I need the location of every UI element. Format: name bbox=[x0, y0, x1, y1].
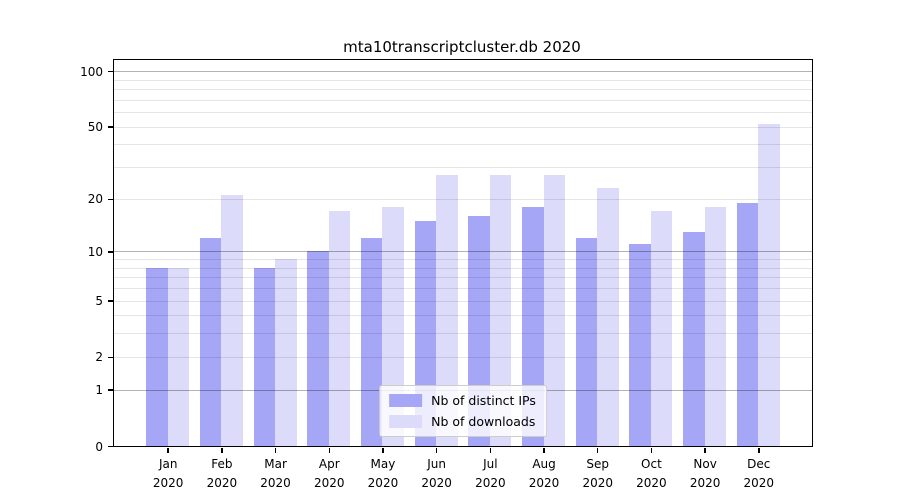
gridline-6 bbox=[114, 287, 812, 289]
bar-downloads-jan bbox=[167, 267, 190, 446]
y-tick-label-100: 100 bbox=[80, 64, 103, 79]
y-tick-mark-50 bbox=[108, 126, 113, 128]
chart-title: mta10transcriptcluster.db 2020 bbox=[343, 38, 581, 56]
gridline-9 bbox=[114, 259, 812, 261]
bar-downloads-jul bbox=[489, 175, 512, 446]
bar-distinct-ips-nov bbox=[683, 231, 705, 446]
y-tick-mark-10 bbox=[108, 251, 113, 253]
gridline-60 bbox=[114, 112, 812, 114]
x-tick-mark-sep bbox=[596, 448, 599, 453]
y-tick-mark-0 bbox=[108, 445, 113, 448]
gridline-4 bbox=[114, 315, 812, 317]
y-tick-label-20: 20 bbox=[87, 192, 103, 207]
y-tick-label-0: 0 bbox=[95, 439, 103, 454]
x-tick-label-jan: Jan 2020 bbox=[152, 457, 184, 490]
gridline-8 bbox=[114, 267, 812, 269]
x-tick-label-jul: Jul 2020 bbox=[475, 457, 506, 490]
x-tick-label-may: May 2020 bbox=[367, 457, 399, 490]
bar-downloads-nov bbox=[704, 206, 727, 446]
bar-distinct-ips-apr bbox=[307, 251, 329, 446]
y-tick-mark-1 bbox=[108, 389, 113, 391]
y-tick-label-50: 50 bbox=[87, 120, 103, 135]
bar-distinct-ips-dec bbox=[736, 202, 759, 446]
legend-swatch-distinct-ips bbox=[389, 394, 423, 407]
bar-downloads-aug bbox=[543, 175, 565, 446]
bar-downloads-apr bbox=[328, 211, 351, 446]
x-tick-mark-oct bbox=[650, 448, 653, 453]
bar-downloads-dec bbox=[758, 123, 780, 446]
y-tick-label-1: 1 bbox=[95, 383, 103, 398]
bar-downloads-jun bbox=[436, 175, 458, 446]
x-tick-mark-dec bbox=[758, 448, 760, 453]
gridline-3 bbox=[114, 333, 812, 335]
y-tick-mark-100 bbox=[108, 70, 113, 73]
y-tick-mark-5 bbox=[108, 300, 113, 302]
legend-label-downloads: Nb of downloads bbox=[431, 414, 536, 429]
x-tick-mark-feb bbox=[221, 448, 223, 453]
plot-area: Nb of distinct IPs Nb of downloads bbox=[113, 59, 813, 447]
bar-downloads-mar bbox=[275, 259, 297, 446]
gridline-10 bbox=[114, 251, 812, 253]
x-tick-mark-jun bbox=[435, 448, 438, 453]
x-tick-mark-jul bbox=[489, 448, 492, 453]
x-tick-mark-nov bbox=[704, 448, 706, 453]
x-tick-label-sep: Sep 2020 bbox=[582, 457, 613, 490]
gridline-50 bbox=[114, 126, 812, 128]
bar-distinct-ips-may bbox=[360, 237, 383, 446]
y-tick-label-10: 10 bbox=[87, 244, 103, 259]
legend-item-downloads: Nb of downloads bbox=[389, 414, 536, 429]
y-tick-mark-20 bbox=[108, 198, 113, 201]
gridline-100 bbox=[114, 71, 812, 73]
gridline-20 bbox=[114, 198, 812, 200]
x-tick-label-mar: Mar 2020 bbox=[260, 457, 291, 490]
y-tick-label-2: 2 bbox=[95, 350, 103, 365]
legend: Nb of distinct IPs Nb of downloads bbox=[379, 385, 547, 437]
x-tick-label-oct: Oct 2020 bbox=[636, 457, 667, 490]
gridline-30 bbox=[114, 167, 812, 169]
x-tick-mark-may bbox=[382, 448, 384, 453]
bar-downloads-oct bbox=[650, 211, 673, 446]
x-tick-mark-apr bbox=[328, 448, 331, 453]
bar-distinct-ips-sep bbox=[575, 237, 598, 446]
x-tick-label-apr: Apr 2020 bbox=[313, 457, 345, 490]
x-tick-label-feb: Feb 2020 bbox=[206, 457, 238, 490]
x-tick-label-jun: Jun 2020 bbox=[421, 457, 452, 490]
gridline-80 bbox=[114, 89, 812, 91]
x-tick-mark-aug bbox=[543, 448, 545, 453]
legend-item-distinct-ips: Nb of distinct IPs bbox=[389, 393, 536, 408]
gridline-2 bbox=[114, 356, 812, 358]
legend-swatch-downloads bbox=[389, 415, 423, 428]
bar-downloads-feb bbox=[221, 195, 243, 446]
x-tick-label-dec: Dec 2020 bbox=[743, 457, 775, 490]
bar-distinct-ips-oct bbox=[629, 244, 651, 446]
x-tick-label-nov: Nov 2020 bbox=[689, 457, 721, 490]
gridline-90 bbox=[114, 79, 812, 81]
bar-distinct-ips-jan bbox=[146, 267, 168, 446]
gridline-70 bbox=[114, 99, 812, 101]
x-tick-mark-mar bbox=[274, 448, 277, 453]
gridline-40 bbox=[114, 144, 812, 146]
gridline-5 bbox=[114, 300, 812, 302]
y-tick-label-5: 5 bbox=[95, 294, 103, 308]
bar-downloads-sep bbox=[597, 187, 619, 446]
x-tick-mark-jan bbox=[167, 448, 169, 453]
y-tick-mark-2 bbox=[108, 356, 113, 359]
gridline-7 bbox=[114, 277, 812, 279]
x-tick-label-aug: Aug 2020 bbox=[528, 457, 560, 490]
bar-distinct-ips-mar bbox=[253, 267, 276, 446]
bar-distinct-ips-feb bbox=[199, 237, 222, 446]
legend-label-distinct-ips: Nb of distinct IPs bbox=[431, 393, 536, 408]
